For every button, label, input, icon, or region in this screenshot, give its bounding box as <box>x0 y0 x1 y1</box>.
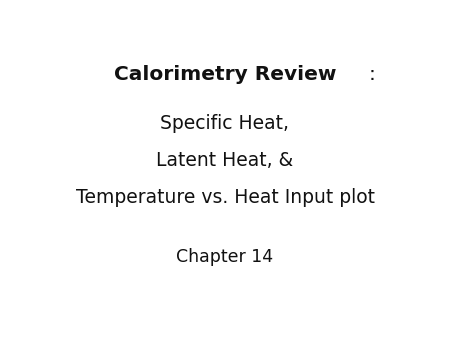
Text: Specific Heat,: Specific Heat, <box>161 114 289 133</box>
Text: Chapter 14: Chapter 14 <box>176 248 274 266</box>
Text: Latent Heat, &: Latent Heat, & <box>157 151 293 170</box>
Text: :: : <box>369 65 375 84</box>
Text: Calorimetry Review: Calorimetry Review <box>114 65 336 84</box>
Text: Temperature vs. Heat Input plot: Temperature vs. Heat Input plot <box>76 188 374 207</box>
